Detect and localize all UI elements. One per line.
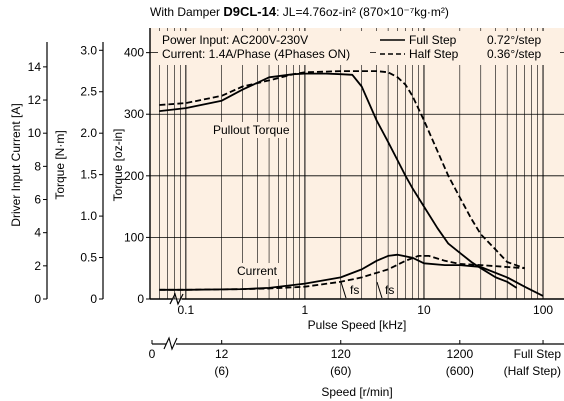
plot-area	[150, 28, 564, 299]
speed-tick-sublabel: (600)	[446, 364, 474, 378]
torque-nm-tick-label: 1.5	[80, 168, 97, 182]
fs-marker-half	[376, 281, 383, 299]
x-tick-label: 10	[417, 303, 431, 317]
torque-nm-axis-title: Torque [N·m]	[53, 130, 67, 199]
speed-tick-label: 1200	[446, 347, 473, 361]
driver-current-tick-label: 0	[34, 292, 41, 306]
speed-axis-break-mark	[163, 336, 178, 351]
speed-tick-sublabel: (Half Step)	[504, 364, 561, 378]
pullout-torque-half-step-line	[159, 70, 525, 270]
x-tick-label: 1	[302, 303, 309, 317]
fs-label-full: fs	[350, 283, 359, 297]
speed-tick-label: 12	[215, 347, 229, 361]
pullout-torque-label: Pullout Torque	[213, 123, 290, 137]
torque-nm-tick-label: 1.0	[80, 209, 97, 223]
driver-current-axis-title: Driver Input Current [A]	[9, 103, 23, 226]
current-label: Current	[237, 264, 278, 278]
driver-current-tick-label: 4	[34, 226, 41, 240]
torque-nm-tick-label: 0.5	[80, 251, 97, 265]
current-label-bg	[235, 263, 281, 279]
x-tick-label: 100	[533, 303, 553, 317]
conditions-box	[158, 31, 370, 65]
torque-ozin-tick-label: 400	[124, 46, 144, 60]
x-axis-title: Pulse Speed [kHz]	[308, 318, 407, 332]
series-group	[159, 70, 544, 297]
driver-current-tick-label: 10	[28, 126, 42, 140]
torque-ozin-tick-label: 0	[137, 292, 144, 306]
legend-full-step-label: Full Step	[409, 33, 457, 47]
fs-marker-full	[340, 281, 347, 299]
pullout-torque-full-step-line	[159, 72, 518, 289]
chart-title: With Damper D9CL-14: JL=4.76oz-in² (870×…	[150, 4, 449, 19]
torque-ozin-tick-label: 200	[124, 169, 144, 183]
legend-half-step-label: Half Step	[409, 47, 459, 61]
torque-nm-tick-label: 3.0	[80, 43, 97, 57]
speed-axis-title: Speed [r/min]	[321, 385, 392, 399]
current-full-step-line	[159, 253, 544, 297]
torque-ozin-tick-label: 100	[124, 230, 144, 244]
torque-nm-tick-label: 2.5	[80, 85, 97, 99]
speed-tick-label: 0	[149, 347, 156, 361]
driver-current-tick-label: 8	[34, 159, 41, 173]
speed-tick-label: 120	[331, 347, 351, 361]
axes: 010020030040000.51.01.52.02.53.002468101…	[28, 28, 564, 378]
current-half-step-line	[159, 255, 525, 291]
pullout-label-bg	[211, 122, 293, 138]
x-axis-break-mark	[169, 292, 184, 306]
legend-half-step-angle: 0.36°/step	[487, 47, 541, 61]
torque-nm-tick-label: 2.0	[80, 126, 97, 140]
x-tick-label: 0.1	[177, 303, 194, 317]
torque-ozin-tick-label: 300	[124, 107, 144, 121]
legend-box	[376, 31, 560, 65]
current-condition-label: Current: 1.4A/Phase (4Phases ON)	[162, 47, 350, 61]
speed-tick-sublabel: (6)	[214, 364, 229, 378]
torque-ozin-axis-title: Torque [oz-in]	[111, 129, 125, 202]
speed-tick-sublabel: (60)	[330, 364, 351, 378]
driver-current-tick-label: 2	[34, 259, 41, 273]
torque-nm-tick-label: 0	[90, 292, 97, 306]
gridlines	[150, 28, 564, 300]
legend-full-step-angle: 0.72°/step	[487, 33, 541, 47]
fs-label-half: fs	[385, 283, 394, 297]
power-input-label: Power Input: AC200V-230V	[162, 33, 308, 47]
driver-current-tick-label: 12	[28, 93, 42, 107]
driver-current-tick-label: 14	[28, 60, 42, 74]
speed-tick-label: Full Step	[514, 347, 562, 361]
driver-current-tick-label: 6	[34, 193, 41, 207]
